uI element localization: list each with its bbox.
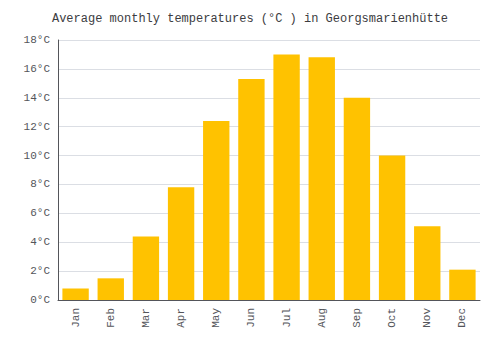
svg-text:Jan: Jan — [70, 308, 82, 328]
svg-text:Nov: Nov — [421, 308, 433, 328]
svg-text:4°C: 4°C — [30, 236, 50, 248]
svg-text:Jun: Jun — [245, 308, 257, 328]
svg-text:14°C: 14°C — [24, 92, 51, 104]
svg-text:2°C: 2°C — [30, 265, 50, 277]
svg-text:Oct: Oct — [386, 308, 398, 328]
svg-text:Sep: Sep — [351, 308, 363, 328]
svg-text:Feb: Feb — [105, 308, 117, 328]
svg-text:Average monthly temperatures (: Average monthly temperatures (°C ) in Ge… — [52, 12, 448, 26]
svg-text:16°C: 16°C — [24, 63, 51, 75]
svg-text:May: May — [210, 308, 222, 328]
svg-text:Mar: Mar — [140, 308, 152, 328]
svg-text:18°C: 18°C — [24, 34, 51, 46]
svg-text:Apr: Apr — [175, 308, 187, 328]
svg-text:Aug: Aug — [316, 308, 328, 328]
svg-text:6°C: 6°C — [30, 207, 50, 219]
svg-text:8°C: 8°C — [30, 178, 50, 190]
svg-text:Dec: Dec — [456, 308, 468, 328]
svg-text:0°C: 0°C — [30, 294, 50, 306]
svg-text:12°C: 12°C — [24, 121, 51, 133]
svg-text:10°C: 10°C — [24, 150, 51, 162]
svg-text:Jul: Jul — [281, 308, 293, 328]
